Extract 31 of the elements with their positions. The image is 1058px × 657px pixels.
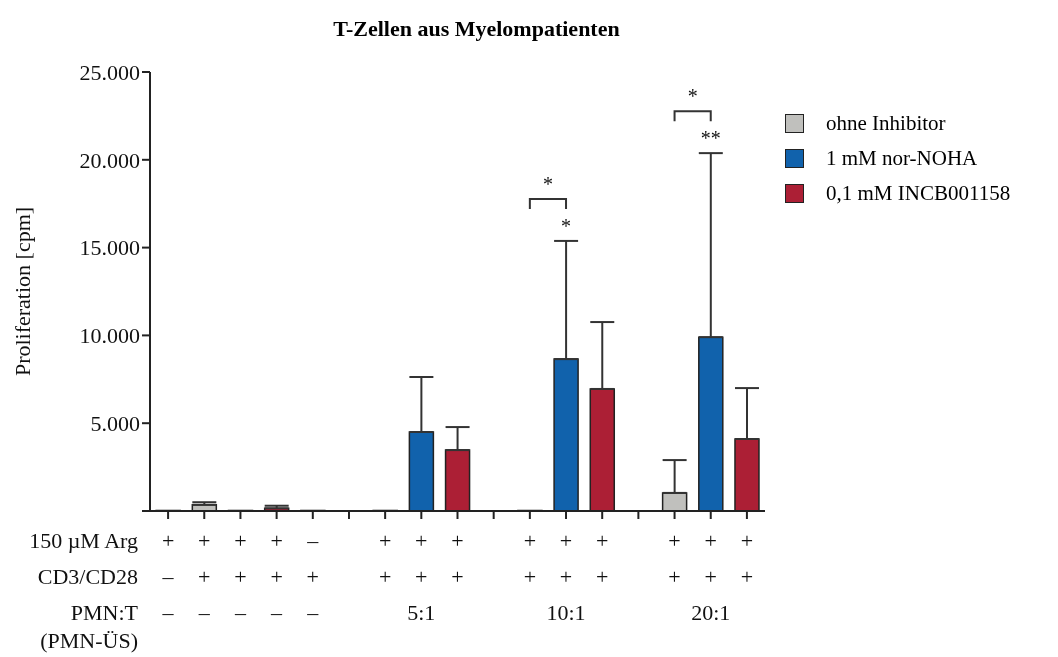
y-tick-label: 15.000 [79, 235, 140, 261]
y-axis-title: Proliferation [cpm] [9, 206, 35, 377]
text: CD3/CD28 [37, 563, 138, 591]
x-tick-label: + + – [270, 528, 284, 625]
legend-label: ohne Inhibitor [826, 111, 946, 136]
x-tick-label: + + [451, 528, 464, 589]
x-tick-label: + + [740, 528, 754, 589]
legend-label: 0,1 mM INCB001158 [826, 181, 1011, 206]
y-tick-label: 25.000 [79, 59, 140, 85]
y-tick-label: 20.000 [79, 147, 140, 173]
x-tick-label: + + – [233, 528, 247, 625]
text: PMN:T (PMN-ÜS) [40, 599, 138, 655]
annotation: * [542, 172, 553, 195]
x-tick-label: + + 20:1 [691, 528, 731, 625]
chart-title: T-Zellen aus Myelompatienten [332, 16, 621, 42]
x-tick-label: + + [523, 528, 537, 589]
text: 150 µM Arg [29, 527, 138, 555]
y-tick-label: 10.000 [79, 323, 140, 349]
x-tick-label: + – – [161, 528, 175, 625]
x-tick-label: + + 5:1 [407, 528, 436, 625]
annotation: * [561, 214, 572, 237]
x-tick-label: – + – [306, 528, 320, 625]
annotation: ** [700, 127, 721, 150]
y-tick-label: 5.000 [90, 411, 140, 437]
legend-label: 1 mM nor-NOHA [826, 146, 978, 171]
annotation: * [687, 85, 698, 108]
x-tick-label: + + [595, 528, 609, 589]
x-tick-label: + + [668, 528, 681, 589]
x-tick-label: + + – [197, 528, 211, 625]
x-tick-label: + + 10:1 [546, 528, 586, 625]
x-tick-label: + + [378, 528, 392, 589]
